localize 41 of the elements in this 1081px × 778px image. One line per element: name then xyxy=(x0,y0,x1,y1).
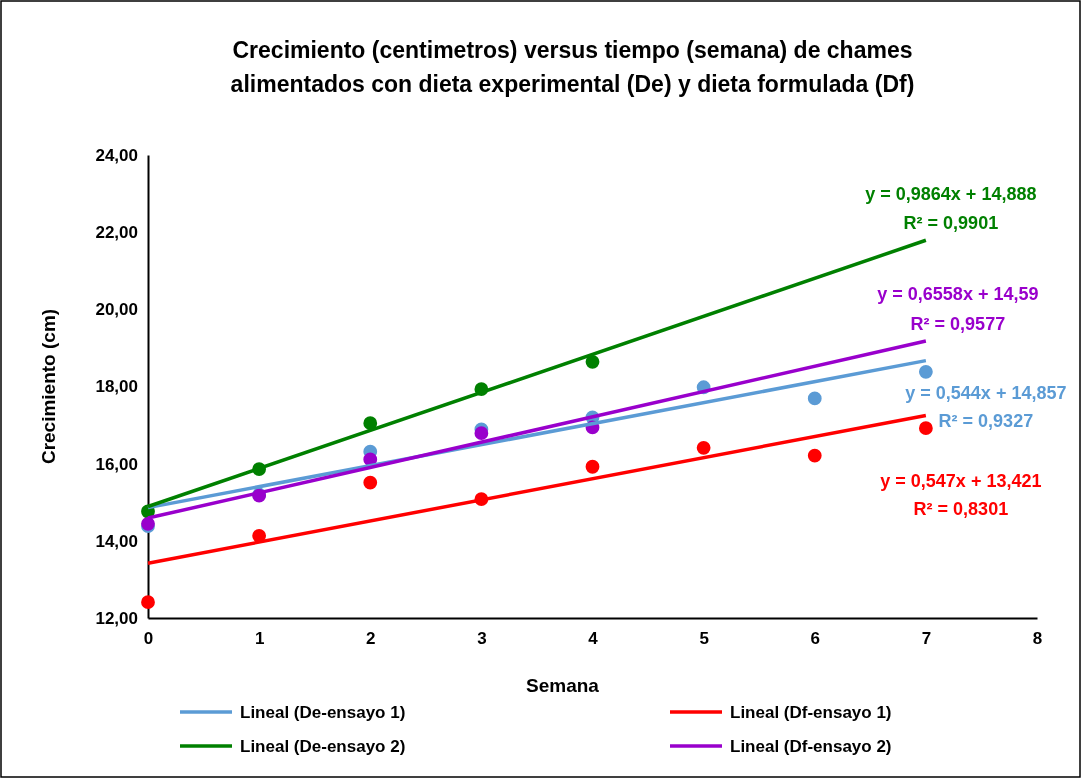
x-axis-title: Semana xyxy=(526,675,600,696)
x-tick-label: 4 xyxy=(588,629,599,649)
y-axis-title: Crecimiento (cm) xyxy=(38,308,59,465)
y-tick-label: 24,00 xyxy=(95,145,138,165)
point xyxy=(807,448,822,463)
y-tick-label: 22,00 xyxy=(95,223,138,243)
point xyxy=(474,426,489,441)
y-tick-label: 12,00 xyxy=(95,608,138,628)
annotation: y = 0,6558x + 14,59 xyxy=(877,284,1039,305)
point xyxy=(363,475,378,490)
y-tick-label: 16,00 xyxy=(95,454,138,474)
point xyxy=(363,416,378,431)
legend-label: Lineal (Df-ensayo 1) xyxy=(730,702,892,722)
x-tick-label: 2 xyxy=(366,629,376,649)
y-tick-label: 20,00 xyxy=(95,300,138,320)
point xyxy=(807,391,822,406)
point xyxy=(918,364,933,379)
point xyxy=(141,595,155,610)
x-tick-label: 6 xyxy=(810,629,820,649)
annotation: R² = 0,9577 xyxy=(910,314,1006,335)
x-tick-label: 8 xyxy=(1032,629,1043,649)
x-tick-label: 5 xyxy=(699,629,709,649)
point xyxy=(585,459,600,474)
x-tick-label: 3 xyxy=(477,629,487,649)
annotation: y = 0,547x + 13,421 xyxy=(880,470,1042,491)
point xyxy=(918,421,933,436)
legend-label: Lineal (Df-ensayo 2) xyxy=(730,736,892,756)
annotation: R² = 0,9901 xyxy=(903,212,999,233)
annotation: y = 0,9864x + 14,888 xyxy=(865,183,1037,204)
x-tick-label: 7 xyxy=(921,629,932,649)
annotation: R² = 0,8301 xyxy=(913,498,1009,519)
legend-label: Lineal (De-ensayo 2) xyxy=(240,736,406,756)
annotation: y = 0,544x + 14,857 xyxy=(905,382,1067,403)
annotation: R² = 0,9327 xyxy=(938,410,1034,431)
y-tick-label: 18,00 xyxy=(95,377,138,397)
chart-title: Crecimiento (centimetros) versus tiempo (semana) de chames alimentados con dieta experimental (De) y dieta formulada (Df) xyxy=(230,37,915,97)
x-tick-label: 1 xyxy=(254,629,265,649)
legend-label: Lineal (De-ensayo 1) xyxy=(240,702,406,722)
point xyxy=(696,440,711,455)
x-tick-label: 0 xyxy=(143,629,154,649)
y-tick-label: 14,00 xyxy=(95,531,138,551)
